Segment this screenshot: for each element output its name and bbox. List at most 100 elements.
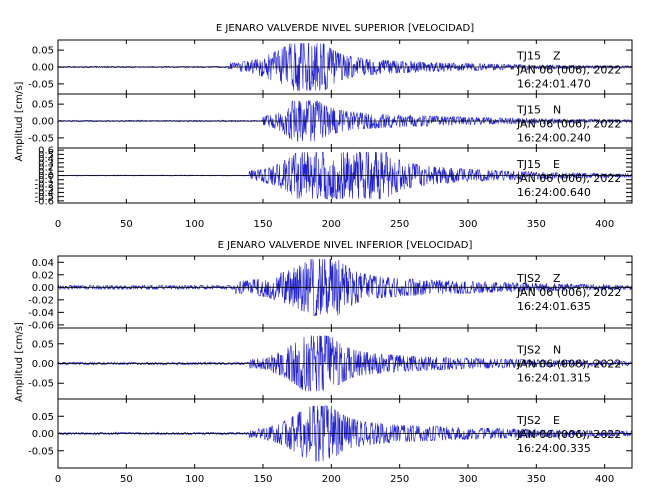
y-tick-label: 0.3 xyxy=(38,158,54,169)
x-tick-label: 100 xyxy=(185,219,204,230)
y-tick-label: -0.05 xyxy=(28,133,54,144)
date-label: JAN 06 (006), 2022 xyxy=(516,117,621,130)
y-tick-label: -0.4 xyxy=(34,188,54,199)
x-tick-label: 50 xyxy=(120,219,133,230)
x-tick-label: 50 xyxy=(120,474,133,485)
x-tick-label: 300 xyxy=(458,474,477,485)
x-tick-label: 400 xyxy=(595,219,614,230)
station-code: TJ15 xyxy=(516,49,541,62)
waveform-tjs2-n xyxy=(58,335,632,392)
y-tick-label: 0.04 xyxy=(32,258,54,269)
figure-title: E JENARO VALVERDE NIVEL INFERIOR [VELOCI… xyxy=(218,240,473,251)
y-tick-label: -0.05 xyxy=(28,79,54,90)
x-tick-label: 300 xyxy=(458,219,477,230)
y-tick-label: 0.0 xyxy=(38,171,54,182)
y-tick-label: -0.2 xyxy=(34,179,54,190)
x-tick-label: 200 xyxy=(322,474,341,485)
y-tick-label: 0.00 xyxy=(32,63,54,74)
waveform-tjs2-e xyxy=(58,405,632,462)
y-tick-label: 0.00 xyxy=(32,283,54,294)
station-label: TJS2 Z xyxy=(516,272,561,285)
date-label: JAN 06 (006), 2022 xyxy=(516,172,621,185)
component-code: Z xyxy=(553,272,561,285)
y-tick-label: 0.05 xyxy=(32,100,54,111)
y-tick-label: -0.3 xyxy=(34,184,54,195)
y-tick-label: 0.05 xyxy=(32,412,54,423)
station-code: TJS2 xyxy=(516,344,541,357)
time-label: 16:24:01.635 xyxy=(517,300,591,313)
y-tick-label: -0.06 xyxy=(28,320,54,331)
y-tick-label: -0.5 xyxy=(34,192,54,203)
y-tick-label: -0.04 xyxy=(28,308,54,319)
station-label: TJS2 N xyxy=(516,344,561,357)
x-tick-label: 0 xyxy=(55,474,61,485)
station-code: TJ15 xyxy=(516,103,541,116)
date-label: JAN 06 (006), 2022 xyxy=(516,358,621,371)
x-tick-label: 350 xyxy=(527,474,546,485)
y-tick-label: 0.05 xyxy=(32,339,54,350)
time-label: 16:24:00.335 xyxy=(517,442,591,455)
y-tick-label: 0.2 xyxy=(38,163,54,174)
station-code: TJ15 xyxy=(516,158,541,171)
y-tick-label: 0.00 xyxy=(32,429,54,440)
date-label: JAN 06 (006), 2022 xyxy=(516,286,621,299)
component-code: E xyxy=(553,414,560,427)
y-tick-label: 0.00 xyxy=(32,117,54,128)
y-tick-label: 0.05 xyxy=(32,46,54,57)
x-tick-label: 100 xyxy=(185,474,204,485)
y-tick-label: 0.5 xyxy=(38,150,54,161)
time-label: 16:24:00.640 xyxy=(517,186,591,199)
y-axis-label: Amplitud [cm/s] xyxy=(14,322,25,402)
component-code: N xyxy=(553,103,561,116)
waveform-tj15-z xyxy=(58,43,632,91)
x-tick-label: 200 xyxy=(322,219,341,230)
x-tick-label: 150 xyxy=(253,219,272,230)
station-code: TJS2 xyxy=(516,272,541,285)
station-code: TJS2 xyxy=(516,414,541,427)
x-tick-label: 150 xyxy=(253,474,272,485)
figure-2: E JENARO VALVERDE NIVEL INFERIOR [VELOCI… xyxy=(14,240,633,485)
station-label: TJS2 E xyxy=(516,414,560,427)
y-tick-label: -0.1 xyxy=(34,175,54,186)
y-tick-label: 0.6 xyxy=(38,146,54,157)
x-tick-label: 0 xyxy=(55,219,61,230)
time-label: 16:24:00.240 xyxy=(517,131,591,144)
y-tick-label: 0.00 xyxy=(32,359,54,370)
y-axis-label: Amplitud [cm/s] xyxy=(14,81,25,161)
time-label: 16:24:01.315 xyxy=(517,372,591,385)
component-code: E xyxy=(553,158,560,171)
station-label: TJ15 Z xyxy=(516,49,561,62)
y-tick-label: 0.1 xyxy=(38,167,54,178)
figure-1: E JENARO VALVERDE NIVEL SUPERIOR [VELOCI… xyxy=(14,23,633,230)
station-label: TJ15 E xyxy=(516,158,560,171)
x-tick-label: 250 xyxy=(390,474,409,485)
date-label: JAN 06 (006), 2022 xyxy=(516,428,621,441)
y-tick-label: -0.02 xyxy=(28,295,54,306)
figure-title: E JENARO VALVERDE NIVEL SUPERIOR [VELOCI… xyxy=(216,23,474,34)
y-tick-label: -0.6 xyxy=(34,196,54,207)
x-tick-label: 400 xyxy=(595,474,614,485)
y-tick-label: -0.05 xyxy=(28,446,54,457)
station-label: TJ15 N xyxy=(516,103,561,116)
y-tick-label: 0.4 xyxy=(38,154,54,165)
panel-tj15-e: -0.6-0.5-0.4-0.3-0.2-0.10.00.10.20.30.40… xyxy=(34,146,633,207)
component-code: N xyxy=(553,344,561,357)
component-code: Z xyxy=(553,49,561,62)
time-label: 16:24:01.470 xyxy=(517,77,591,90)
y-tick-label: 0.02 xyxy=(32,270,54,281)
y-tick-label: -0.05 xyxy=(28,379,54,390)
x-tick-label: 350 xyxy=(527,219,546,230)
date-label: JAN 06 (006), 2022 xyxy=(516,63,621,76)
